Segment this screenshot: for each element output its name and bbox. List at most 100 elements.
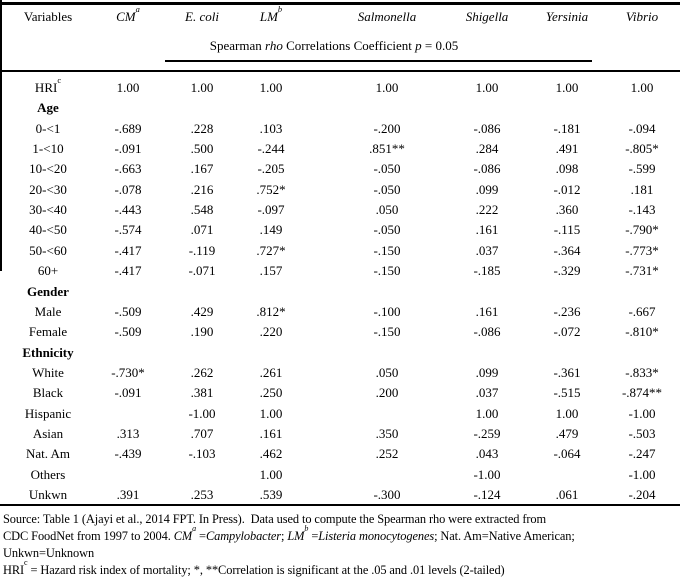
table-row: 40-<50 -.574 .071 .149 -.050 .161 -.115 -.790* [0,220,680,240]
column-header-lm: LMb [259,3,283,24]
cell-value: .491 [555,141,579,157]
cell-value: -.181 [553,120,581,136]
cell-value: .043 [475,446,499,462]
cell-value: 1.00 [375,80,399,95]
cell-value: -.773* [625,242,659,258]
cell-value: .167 [190,161,214,177]
cell-value: .161 [475,222,499,238]
cell-value: -1.00 [628,405,656,421]
table-row: 1-<10 -.091 .500 -.244 .851** .284 .491 -.805* [0,139,680,159]
cell-value: -.119 [188,242,216,258]
cell-value: 1.00 [259,466,283,482]
page-edge-artifact [0,0,2,271]
cell-value: 1.00 [259,80,283,95]
cell-value: -.364 [553,242,581,258]
row-label: Asian [32,425,64,441]
text-segment: Source: Table 1 (Ajayi et al., 2014 FPT.… [3,512,547,526]
cell-value: .479 [555,425,579,441]
cell-value: .252 [375,446,399,462]
table-row: 30-<40 -.443 .548 -.097 .050 .222 .360 -.143 [0,200,680,220]
column-header-cm: CMa [116,3,140,24]
footnote-line: HRIc = Hazard risk index of mortality; *… [3,559,678,579]
cell-value: .548 [190,202,214,218]
cell-value: -.097 [257,202,285,218]
text-segment: = [308,529,319,543]
cell-value: .313 [116,425,140,441]
cell-value: -.247 [628,446,656,462]
text-segment: Correlations Coefficient [282,38,416,53]
superscript: b [277,3,283,14]
cell-value: .250 [259,385,283,401]
text-segment: Spearman [209,38,266,53]
text-segment: Unkwn=Unknown [3,546,95,560]
cell-value: .381 [190,385,214,401]
cell-value: -.086 [473,324,501,340]
cell-value: .500 [190,141,214,157]
cell-value: -.150 [373,242,401,258]
cell-value: .181 [630,181,654,197]
text-segment: Campylobacter [205,529,282,543]
cell-value: -.509 [114,303,142,319]
cell-value: .360 [555,202,579,218]
cell-value: -.300 [373,487,401,502]
cell-value: -.730* [111,364,145,380]
cell-value: -.515 [553,385,581,401]
table-row: HRIc 1.00 1.00 1.00 1.00 1.00 1.00 1.00 [0,76,680,98]
table-row: Nat. Am -.439 -.103 .462 .252 .043 -.064 -.247 [0,444,680,464]
section-row: Gender [0,282,680,302]
row-label: 30-<40 [29,202,67,218]
row-label: White [32,364,64,380]
cell-value: .812* [256,303,286,319]
row-label: 50-<60 [29,242,67,258]
cell-value: 1.00 [630,80,654,95]
cell-value: .539 [259,487,283,502]
cell-value: -.361 [553,364,581,380]
row-label: 20-<30 [29,181,67,197]
cell-value: .071 [190,222,214,238]
row-label: Unkwn [28,487,68,502]
top-rule [0,2,680,5]
cell-value: 1.00 [116,80,140,95]
cell-value: .157 [259,263,283,279]
cell-value: -.329 [553,263,581,279]
row-label: Nat. Am [25,446,71,462]
cell-value: .262 [190,364,214,380]
column-header-variables: Variables [23,9,73,24]
cell-value: -.790* [625,222,659,238]
text-segment: ; Nat. Am=Native American; [434,529,575,543]
cell-value: -.086 [473,120,501,136]
cell-value: .037 [475,385,499,401]
text-segment: p [415,38,422,53]
cell-value: .228 [190,120,214,136]
cell-value: -1.00 [628,466,656,482]
superscript: a [192,524,197,534]
cell-value: -1.00 [188,405,216,421]
table-row: 10-<20 -.663 .167 -.205 -.050 -.086 .098 -.599 [0,159,680,179]
row-label: Hispanic [24,405,72,421]
cell-value: -.115 [553,222,581,238]
cell-value: -.072 [553,324,581,340]
row-label: 1-<10 [32,141,64,157]
column-header-e-coli: E. coli [185,9,219,24]
cell-value: .161 [259,425,283,441]
cell-value: .098 [555,161,579,177]
cell-value: .103 [259,120,283,136]
cell-value: .061 [555,487,579,502]
cell-value: -.143 [628,202,656,218]
row-label: Female [28,324,68,340]
cell-value: -.204 [628,487,656,502]
text-segment: CDC FoodNet from 1997 to 2004. [3,529,174,543]
cell-value: -.439 [114,446,142,462]
text-segment: = 0.05 [421,38,459,53]
cell-value: -.200 [373,120,401,136]
subheader-underline [165,60,592,62]
cell-value: .707 [190,425,214,441]
column-header-yersinia: Yersinia [545,9,589,24]
row-label: 0-<1 [35,120,61,136]
bottom-rule [0,504,680,506]
cell-value: -.833* [625,364,659,380]
table-row: 20-<30 -.078 .216 .752* -.050 .099 -.012 .181 [0,180,680,200]
cell-value: .253 [190,487,214,502]
cell-value: -.874** [621,385,663,401]
cell-value: -.012 [553,181,581,197]
